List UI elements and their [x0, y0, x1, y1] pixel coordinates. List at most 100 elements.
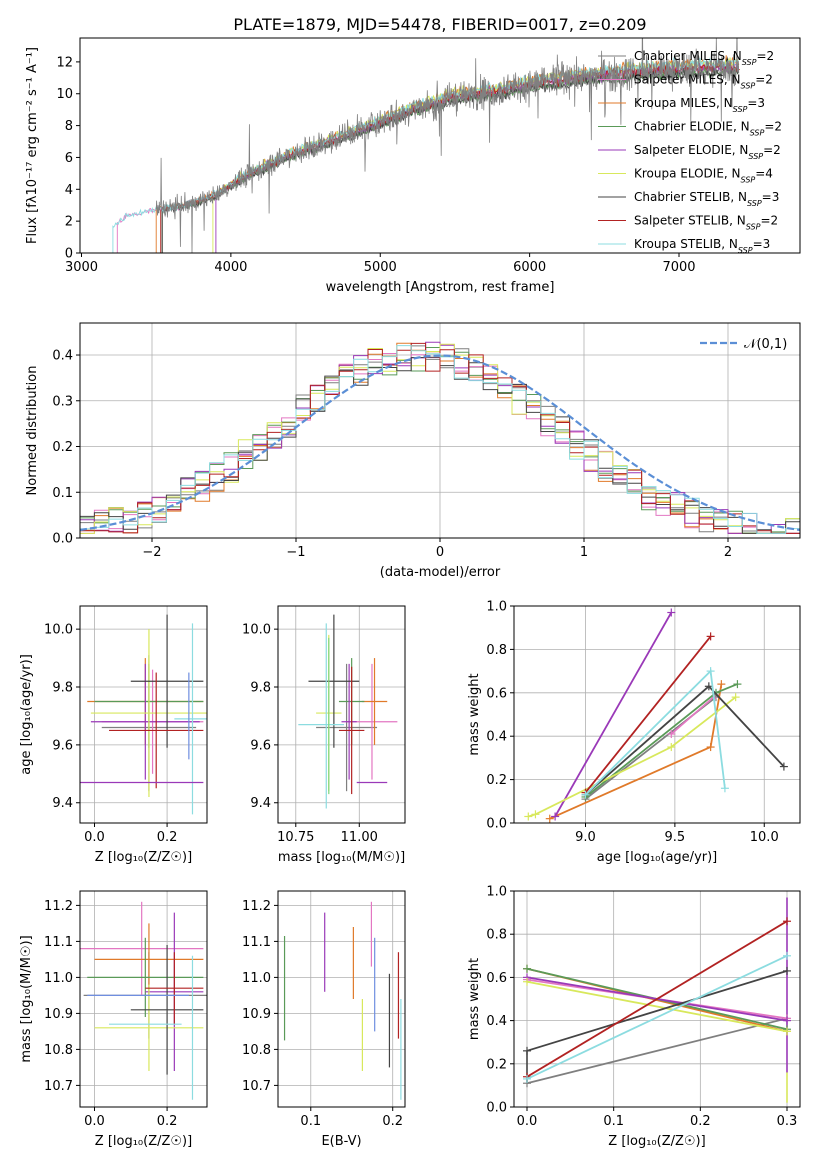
x-tick-label: 2	[724, 545, 732, 560]
axes-frame	[277, 890, 406, 1108]
y-tick-label: 11.0	[242, 971, 271, 986]
legend-entry: Chabrier STELIB, NSSP=3	[634, 190, 779, 208]
x-tick-label: 0.2	[157, 830, 178, 845]
axes-frame	[79, 322, 801, 539]
axes-frame	[79, 37, 801, 254]
y-tick-label: 0.6	[486, 686, 507, 701]
y-tick-label: 0.8	[486, 643, 507, 658]
y-tick-label: 9.8	[52, 681, 73, 696]
y-tick-label: 0.0	[52, 532, 73, 547]
x-tick-label: −1	[286, 545, 305, 560]
panel-mass_vs_Z: 0.0 0.2 10.7 10.8 10.9 11.0 11.1 11.2 Z [log₁₀(Z…	[19, 890, 208, 1149]
point-marker	[667, 743, 676, 752]
weight-line-5	[554, 612, 673, 817]
x-tick-label: 0.2	[382, 1114, 403, 1129]
point-marker	[523, 1046, 531, 1055]
y-tick-label: 10.0	[242, 623, 271, 638]
y-tick-label: 11.0	[44, 971, 73, 986]
ticks: 9.0 9.5 10.0 0.0 0.2 0.4 0.6 0.8 1.0	[486, 600, 778, 846]
y-tick-label: 0	[65, 247, 73, 262]
legend-entry: Chabrier MILES, NSSP=2	[634, 49, 774, 67]
x-axis-label: Z [log₁₀(Z/Z☉)]	[95, 850, 192, 865]
y-tick-label: 10.8	[44, 1043, 73, 1058]
x-tick-label: 0	[436, 545, 444, 560]
y-tick-label: 9.6	[52, 738, 73, 753]
x-axis-label: mass [log₁₀(M/M☉)]	[278, 850, 405, 865]
weight-line-1	[526, 1017, 788, 1085]
panel-residuals: −2 −1 0 1 2 0.0 0.1 0.2 0.3 0.4 (data-model)/error…	[25, 322, 801, 580]
axes-frame	[513, 605, 801, 824]
x-tick-label: 4000	[214, 260, 247, 275]
ticks: 0.0 0.1 0.2 0.3 0.0 0.2 0.4 0.6 0.8 1.0	[486, 885, 797, 1130]
x-tick-label: 0.0	[84, 1114, 105, 1129]
point-marker	[524, 812, 533, 821]
y-tick-label: 10.9	[44, 1007, 73, 1022]
plot-area	[283, 901, 402, 1100]
gridlines	[278, 891, 405, 1107]
y-tick-label: 10	[56, 87, 73, 102]
ticks: 0.0 0.2 10.7 10.8 10.9 11.0 11.1 11.2	[44, 899, 177, 1129]
point-marker	[523, 977, 531, 986]
chart-title: PLATE=1879, MJD=54478, FIBERID=0017, z=0…	[233, 15, 646, 34]
ticks: 0.1 0.2 10.7 10.8 10.9 11.0 11.1 11.2	[242, 899, 403, 1129]
gridlines	[278, 606, 405, 823]
ticks: 0.0 0.2 9.4 9.6 9.8 10.0	[44, 623, 177, 845]
axes-frame	[277, 605, 406, 824]
point-marker	[783, 917, 791, 926]
panel-age_vs_Z: 0.0 0.2 9.4 9.6 9.8 10.0 Z [log₁₀(Z/Z☉)] age [l…	[19, 605, 208, 865]
axes-frame	[79, 605, 208, 824]
legend-entry: Kroupa ELODIE, NSSP=4	[634, 167, 773, 185]
weight-line-8	[584, 635, 712, 794]
legend: Chabrier MILES, NSSP=2 Salpeter MILES, NS…	[598, 49, 782, 255]
y-tick-label: 2	[65, 215, 73, 230]
legend-entry: Salpeter ELODIE, NSSP=2	[634, 143, 781, 161]
point-marker	[717, 680, 726, 689]
panel-age_vs_mass: 10.75 11.00 9.4 9.6 9.8 10.0 mass [log₁₀(M/M☉)…	[242, 605, 406, 865]
residual-histogram-5	[80, 341, 800, 534]
y-axis-label: mass weight	[467, 673, 482, 755]
panel-weight_vs_Z: 0.0 0.1 0.2 0.3 0.0 0.2 0.4 0.6 0.8 1.0 Z [log₁₀(Z…	[467, 885, 801, 1149]
weight-line-7	[584, 685, 785, 796]
legend-entry: Kroupa STELIB, NSSP=3	[634, 237, 770, 255]
point-marker	[581, 790, 590, 799]
gridlines	[80, 891, 207, 1107]
x-tick-label: 10.0	[750, 830, 779, 845]
normal-curve	[80, 354, 800, 532]
x-axis-label: (data-model)/error	[380, 565, 501, 580]
x-tick-label: 0.0	[517, 1114, 538, 1129]
plot-area	[80, 614, 207, 815]
y-tick-label: 1.0	[486, 600, 507, 615]
residual-histogram-9	[80, 345, 800, 534]
x-tick-label: 6000	[513, 260, 546, 275]
y-tick-label: 11.1	[44, 935, 73, 950]
y-tick-label: 0.0	[486, 817, 507, 832]
legend-entry: Salpeter MILES, NSSP=2	[634, 73, 773, 91]
x-tick-label: 10.75	[277, 830, 314, 845]
y-tick-label: 6	[65, 151, 73, 166]
point-marker	[783, 951, 791, 960]
y-tick-label: 11.1	[242, 935, 271, 950]
gridlines	[80, 606, 207, 823]
ticks: 10.75 11.00 9.4 9.6 9.8 10.0	[242, 623, 378, 845]
x-axis-label: Z [log₁₀(Z/Z☉)]	[95, 1134, 192, 1149]
point-marker	[720, 784, 729, 793]
plot-area	[80, 341, 800, 534]
legend-entry: Salpeter STELIB, NSSP=2	[634, 214, 778, 232]
axes-frame	[79, 890, 208, 1108]
plot-area	[112, 38, 740, 253]
legend-entry: 𝒩(0,1)	[744, 337, 787, 352]
weight-line-7	[526, 970, 788, 1052]
point-marker	[667, 608, 676, 617]
point-marker	[783, 966, 791, 975]
weight-line-9	[526, 954, 788, 1080]
y-tick-label: 0.4	[486, 1014, 507, 1029]
x-tick-label: 0.2	[157, 1114, 178, 1129]
y-axis-label: mass [log₁₀(M/M☉)]	[19, 935, 34, 1062]
y-tick-label: 11.2	[242, 899, 271, 914]
y-axis-label: mass weight	[467, 958, 482, 1040]
y-tick-label: 10.0	[44, 623, 73, 638]
y-tick-label: 9.4	[52, 796, 73, 811]
weight-line-2	[670, 694, 717, 735]
x-axis-label: Z [log₁₀(Z/Z☉)]	[608, 1134, 705, 1149]
